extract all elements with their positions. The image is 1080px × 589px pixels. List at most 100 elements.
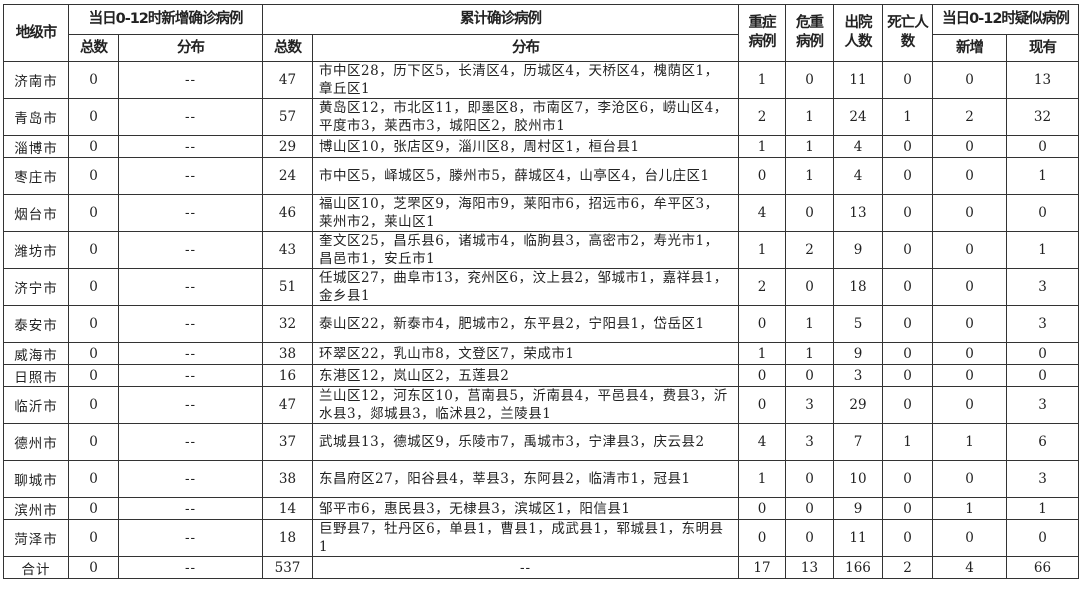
header-cum-dist: 分布 xyxy=(312,34,740,62)
cell-discharged: 11 xyxy=(833,61,884,99)
cell-discharged: 11 xyxy=(833,519,884,557)
cell-critical: 0 xyxy=(785,519,835,557)
cell-cum-dist: 东港区12，岚山区2，五莲县2 xyxy=(312,364,740,387)
header-new-dist: 分布 xyxy=(117,34,264,62)
cell-suspect-now: 0 xyxy=(1006,135,1080,158)
cell-suspect-new: 2 xyxy=(932,98,1008,136)
cell-cum-total: 24 xyxy=(262,157,314,195)
cell-suspect-new: 0 xyxy=(932,61,1008,99)
cell-new-dist: -- xyxy=(117,157,264,195)
cell-city: 日照市 xyxy=(3,364,69,387)
cell-critical: 1 xyxy=(785,157,835,195)
cell-new-dist: -- xyxy=(117,423,264,461)
table-row: 烟台市 0 -- 46 福山区10，芝罘区9，海阳市9，莱阳市6，招远市6，牟平区3，莱… xyxy=(3,194,1080,232)
cell-cum-dist: 奎文区25，昌乐县6，诸城市4，临朐县3，高密市2，寿光市1，昌邑市1，安丘市1 xyxy=(312,231,740,269)
cell-severe: 4 xyxy=(738,194,787,232)
cell-new-dist: -- xyxy=(117,386,264,424)
cell-cum-total: 46 xyxy=(262,194,314,232)
cell-new-dist: -- xyxy=(117,364,264,387)
cell-cum-dist: 福山区10，芝罘区9，海阳市9，莱阳市6，招远市6，牟平区3，莱州市2，莱山区1 xyxy=(312,194,740,232)
cell-new-dist: -- xyxy=(117,519,264,557)
cell-discharged: 13 xyxy=(833,194,884,232)
table-row: 泰安市 0 -- 32 泰山区22，新泰市4，肥城市2，东平县2，宁阳县1，岱岳区1 0 1… xyxy=(3,305,1080,343)
cell-deaths: 0 xyxy=(882,268,934,306)
cell-discharged: 5 xyxy=(833,305,884,343)
cell-new-total: 0 xyxy=(68,157,119,195)
cell-cum-total: 51 xyxy=(262,268,314,306)
cell-critical: 0 xyxy=(785,61,835,99)
cell-cum-dist: 邹平市6，惠民县3，无棣县3，滨城区1，阳信县1 xyxy=(312,497,740,520)
cell-critical: 0 xyxy=(785,497,835,520)
cell-city: 聊城市 xyxy=(3,460,69,498)
cell-city: 临沂市 xyxy=(3,386,69,424)
cell-severe: 0 xyxy=(738,305,787,343)
cell-critical: 0 xyxy=(785,460,835,498)
header-discharged: 出院人数 xyxy=(833,4,884,62)
cell-city: 潍坊市 xyxy=(3,231,69,269)
cell-suspect-new: 0 xyxy=(932,386,1008,424)
cell-suspect-new: 1 xyxy=(932,497,1008,520)
cell-suspect-now: 3 xyxy=(1006,460,1080,498)
table-row: 淄博市 0 -- 29 博山区10，张店区9，淄川区8，周村区1，桓台县1 1 1 4 0 0 0 xyxy=(3,135,1080,158)
cell-suspect-now: 0 xyxy=(1006,519,1080,557)
cell-deaths: 1 xyxy=(882,423,934,461)
cell-suspect-now: 6 xyxy=(1006,423,1080,461)
cell-critical: 0 xyxy=(785,364,835,387)
cell-suspect-new: 0 xyxy=(932,157,1008,195)
cell-city: 济南市 xyxy=(3,61,69,99)
header-city: 地级市 xyxy=(3,4,69,62)
cell-severe: 0 xyxy=(738,157,787,195)
table-row: 枣庄市 0 -- 24 市中区5，峄城区5，滕州市5，薛城区4，山亭区4，台儿庄区1 0 1… xyxy=(3,157,1080,195)
cell-new-dist: -- xyxy=(117,556,264,579)
cell-discharged: 24 xyxy=(833,98,884,136)
cell-city: 青岛市 xyxy=(3,98,69,136)
cell-cum-total: 16 xyxy=(262,364,314,387)
cell-suspect-now: 3 xyxy=(1006,386,1080,424)
cell-discharged: 9 xyxy=(833,497,884,520)
cell-critical: 3 xyxy=(785,423,835,461)
cell-new-total: 0 xyxy=(68,386,119,424)
cell-deaths: 2 xyxy=(882,556,934,579)
cell-severe: 0 xyxy=(738,519,787,557)
cell-new-dist: -- xyxy=(117,268,264,306)
table-row: 德州市 0 -- 37 武城县13，德城区9，乐陵市7，禹城市3，宁津县3，庆云县2 4 3… xyxy=(3,423,1080,461)
cell-critical: 1 xyxy=(785,135,835,158)
cell-new-total: 0 xyxy=(68,497,119,520)
table-row: 临沂市 0 -- 47 兰山区12，河东区10，莒南县5，沂南县4，平邑县4，费县3，沂… xyxy=(3,386,1080,424)
cell-cum-total: 38 xyxy=(262,460,314,498)
cell-city: 合计 xyxy=(3,556,69,579)
cell-severe: 0 xyxy=(738,497,787,520)
cell-deaths: 0 xyxy=(882,342,934,365)
cell-deaths: 0 xyxy=(882,519,934,557)
cell-critical: 2 xyxy=(785,231,835,269)
cell-suspect-now: 0 xyxy=(1006,364,1080,387)
header-new-total: 总数 xyxy=(68,34,119,62)
table-row: 日照市 0 -- 16 东港区12，岚山区2，五莲县2 0 0 3 0 0 0 xyxy=(3,364,1080,387)
cell-suspect-now: 3 xyxy=(1006,305,1080,343)
table-row: 威海市 0 -- 38 环翠区22，乳山市8，文登区7，荣成市1 1 1 9 0 0 0 xyxy=(3,342,1080,365)
cell-city: 烟台市 xyxy=(3,194,69,232)
cell-deaths: 0 xyxy=(882,386,934,424)
cell-new-total: 0 xyxy=(68,194,119,232)
cell-new-total: 0 xyxy=(68,364,119,387)
table-row: 潍坊市 0 -- 43 奎文区25，昌乐县6，诸城市4，临朐县3，高密市2，寿光市1，昌… xyxy=(3,231,1080,269)
cell-new-total: 0 xyxy=(68,268,119,306)
cell-deaths: 0 xyxy=(882,157,934,195)
cell-critical: 1 xyxy=(785,342,835,365)
header-critical: 危重病例 xyxy=(785,4,835,62)
cell-critical: 0 xyxy=(785,268,835,306)
cell-discharged: 9 xyxy=(833,342,884,365)
covid-cases-table: 地级市 当日0-12时新增确诊病例 累计确诊病例 重症病例 危重病例 出院人数 … xyxy=(3,4,1080,579)
cell-city: 济宁市 xyxy=(3,268,69,306)
cell-suspect-new: 0 xyxy=(932,194,1008,232)
cell-cum-total: 37 xyxy=(262,423,314,461)
cell-discharged: 3 xyxy=(833,364,884,387)
cell-suspect-new: 0 xyxy=(932,305,1008,343)
cell-cum-total: 43 xyxy=(262,231,314,269)
cell-new-dist: -- xyxy=(117,231,264,269)
cell-cum-total: 14 xyxy=(262,497,314,520)
cell-suspect-new: 0 xyxy=(932,231,1008,269)
cell-deaths: 0 xyxy=(882,61,934,99)
table-row: 菏泽市 0 -- 18 巨野县7，牡丹区6，单县1，曹县1，成武县1，郓城县1，东明县1… xyxy=(3,519,1080,557)
cell-discharged: 18 xyxy=(833,268,884,306)
